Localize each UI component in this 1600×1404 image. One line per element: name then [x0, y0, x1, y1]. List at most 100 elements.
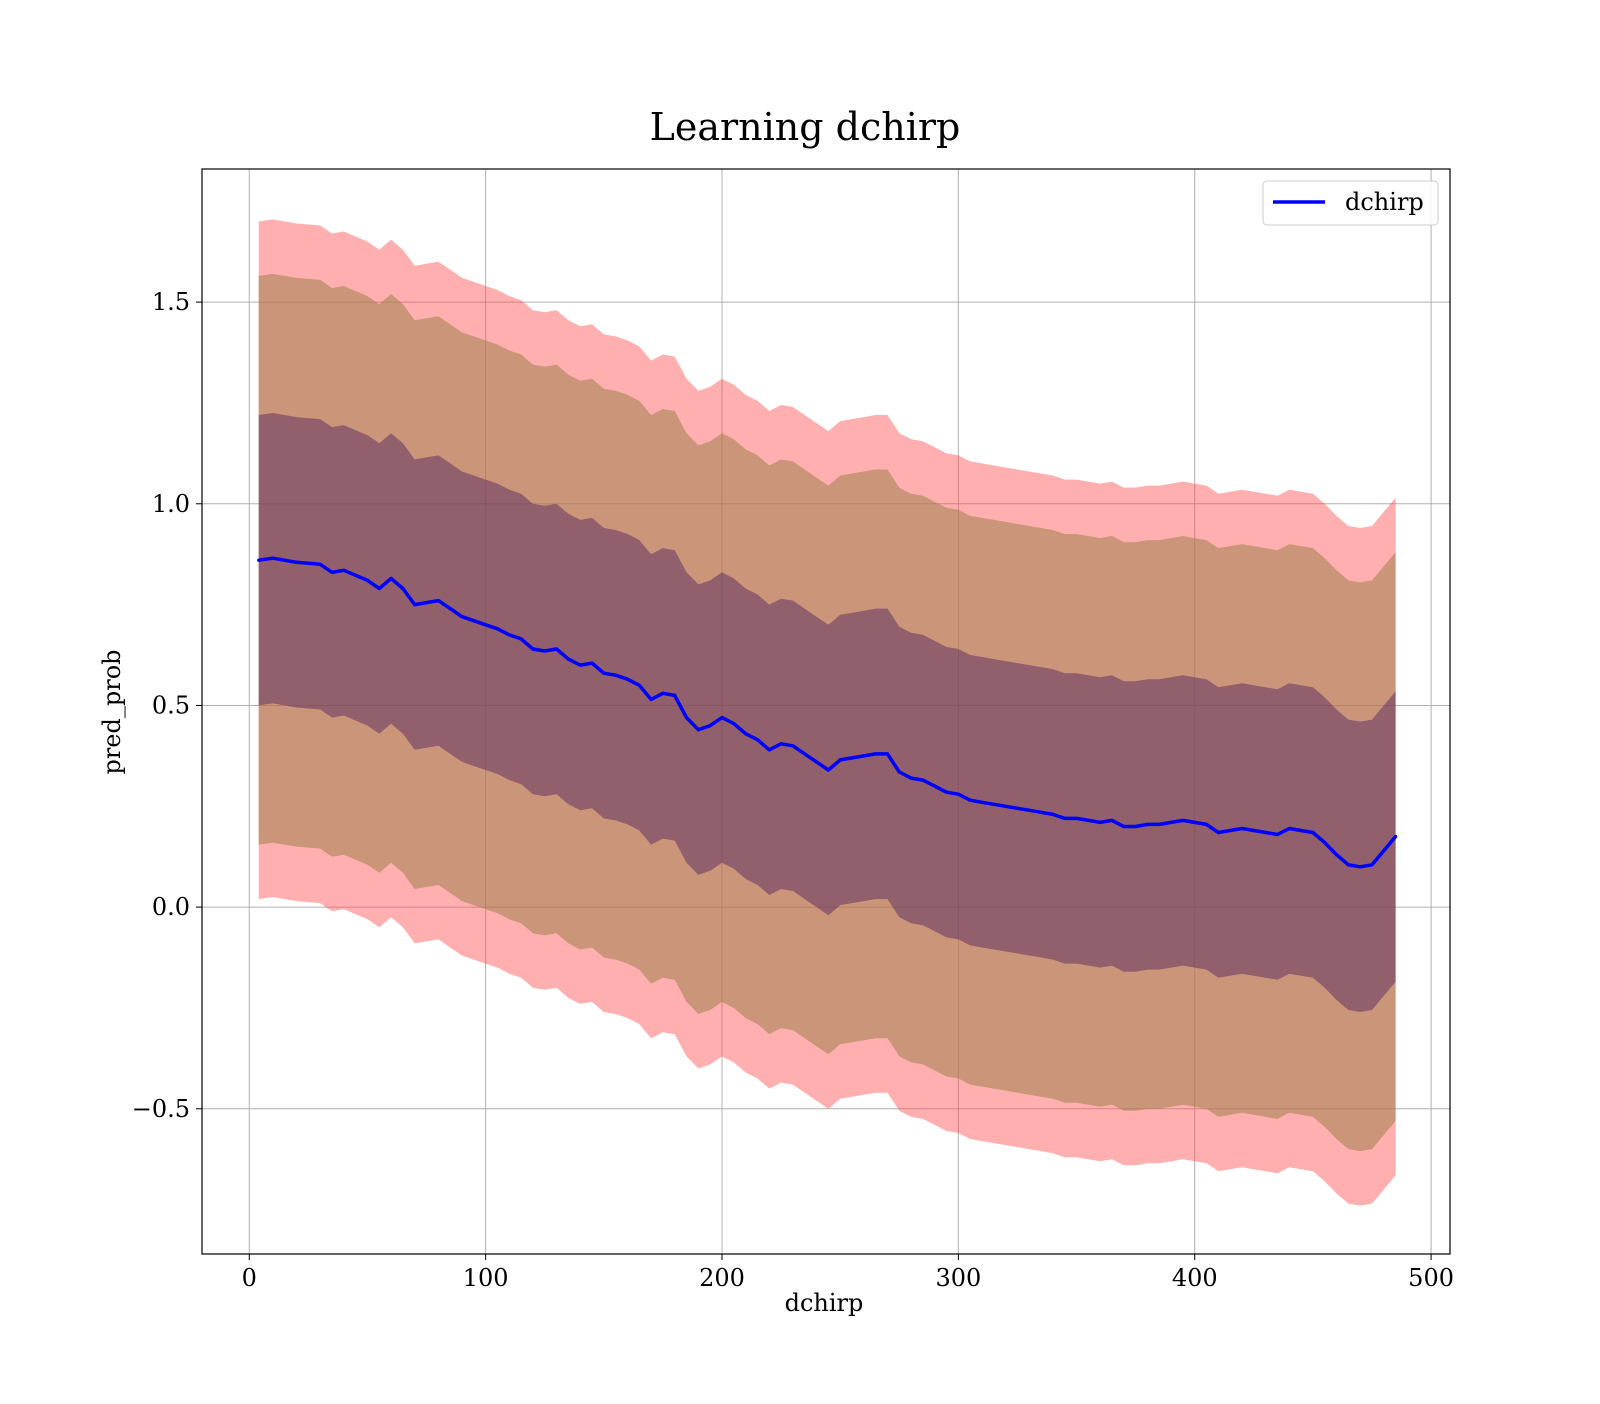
- data-point: [625, 677, 630, 681]
- data-point: [1122, 824, 1126, 829]
- data-point: [1110, 818, 1114, 823]
- x-axis-label: dchirp: [785, 1289, 864, 1317]
- data-point: [377, 586, 381, 591]
- y-axis-ticks: −0.5 0.0 0.5 1.0 1.5: [132, 288, 202, 1123]
- data-point: [1134, 824, 1138, 829]
- data-point: [1346, 863, 1350, 867]
- data-point: [602, 671, 606, 675]
- data-point: [874, 752, 878, 756]
- series-line-dchirp: [258, 556, 1397, 869]
- confidence-bands: [258, 219, 1396, 1206]
- data-point: [294, 560, 299, 564]
- y-tick-label: −0.5: [132, 1095, 190, 1123]
- data-point: [495, 627, 500, 631]
- data-point: [1334, 853, 1339, 857]
- chart-title: Learning dchirp: [650, 105, 961, 149]
- data-point: [1074, 816, 1079, 821]
- data-point: [389, 576, 393, 581]
- data-point: [257, 558, 261, 562]
- y-tick-label: 0.0: [152, 893, 190, 921]
- data-point: [1275, 832, 1280, 837]
- data-point: [1252, 828, 1256, 833]
- data-point: [1204, 822, 1209, 827]
- data-point: [1264, 830, 1268, 835]
- data-point: [980, 800, 984, 804]
- data-point: [1193, 820, 1197, 825]
- data-point: [1181, 818, 1185, 823]
- data-point: [755, 738, 760, 742]
- data-point: [330, 570, 334, 574]
- data-point: [850, 756, 854, 760]
- data-point: [1086, 818, 1090, 823]
- data-point: [968, 798, 972, 802]
- series-lines: [257, 556, 1398, 869]
- data-point: [590, 661, 594, 665]
- data-point: [921, 778, 925, 782]
- data-point: [897, 770, 901, 774]
- data-point: [992, 802, 996, 806]
- data-point: [1358, 865, 1362, 869]
- data-point: [566, 657, 571, 661]
- y-tick-label: 1.0: [152, 490, 190, 518]
- x-tick-label: 500: [1408, 1264, 1454, 1292]
- legend-label: dchirp: [1345, 188, 1424, 216]
- data-point: [507, 633, 511, 637]
- data-point: [673, 693, 677, 698]
- data-point: [885, 752, 890, 756]
- y-axis-label: pred_prob: [98, 649, 126, 774]
- data-point: [578, 663, 582, 667]
- legend: dchirp: [1262, 180, 1439, 226]
- data-point: [1394, 834, 1398, 839]
- confidence-band: [258, 413, 1396, 1012]
- data-point: [1216, 830, 1220, 835]
- data-point: [448, 607, 452, 611]
- x-axis-ticks: 0 100 200 300 400 500: [242, 1254, 1454, 1292]
- data-point: [696, 728, 701, 732]
- data-point: [472, 619, 476, 623]
- data-point: [1027, 808, 1031, 812]
- data-point: [554, 647, 559, 651]
- data-point: [1039, 810, 1043, 814]
- data-point: [436, 599, 440, 603]
- data-point: [1145, 822, 1150, 827]
- data-point: [1382, 849, 1386, 853]
- plot-frame: [201, 168, 1451, 1255]
- data-point: [838, 758, 842, 762]
- data-point: [318, 562, 322, 566]
- data-point: [956, 792, 961, 796]
- data-point: [826, 768, 831, 772]
- data-point: [862, 754, 866, 758]
- data-point: [424, 601, 429, 605]
- y-tick-label: 0.5: [152, 691, 190, 719]
- data-point: [708, 724, 712, 728]
- data-point: [401, 586, 405, 591]
- data-point: [484, 623, 488, 627]
- data-point: [791, 744, 795, 748]
- legend-box: [1262, 180, 1439, 226]
- data-point: [614, 673, 618, 677]
- data-point: [460, 615, 464, 619]
- data-point: [732, 722, 736, 726]
- data-point: [342, 568, 346, 572]
- data-point: [1169, 820, 1173, 825]
- data-point: [637, 683, 641, 687]
- data-point: [1323, 841, 1327, 845]
- data-point: [1015, 806, 1020, 810]
- data-point: [1098, 820, 1102, 825]
- data-point: [814, 760, 819, 764]
- data-point: [519, 637, 523, 641]
- data-point: [684, 716, 689, 720]
- x-tick-label: 300: [935, 1264, 981, 1292]
- y-tick-label: 1.5: [152, 288, 190, 316]
- data-point: [909, 776, 913, 780]
- x-tick-label: 200: [699, 1264, 745, 1292]
- data-point: [543, 649, 547, 653]
- data-point: [531, 647, 535, 651]
- data-point: [1370, 863, 1374, 867]
- data-point: [944, 790, 949, 794]
- data-point: [413, 603, 417, 607]
- data-point: [767, 748, 771, 752]
- data-point: [1157, 822, 1161, 827]
